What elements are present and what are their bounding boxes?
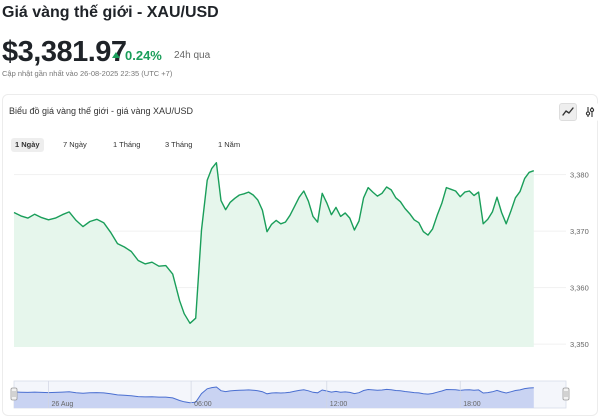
navigator-right-handle[interactable] [562,387,570,401]
chart-title: Biểu đồ giá vàng thế giới - giá vàng XAU… [9,106,194,116]
up-arrow-icon [112,52,120,58]
page-title: Giá vàng thế giới - XAU/USD [2,4,219,21]
y-tick-label: 3,360 [570,284,589,293]
change-percent: 0.24% [125,48,162,63]
navigator-time-label: 06:00 [194,401,212,408]
navigator-time-label: 18:00 [463,401,481,408]
tab-1-day[interactable]: 1 Ngày [11,138,44,152]
chart-settings-button[interactable] [581,103,599,121]
range-navigator[interactable]: 26 Aug 06:00 12:00 18:00 [10,380,570,409]
price-area [14,162,534,347]
y-tick-label: 3,380 [570,171,589,180]
price-change: 0.24% [112,48,162,63]
navigator-left-handle[interactable] [10,387,18,401]
navigator-line [13,386,534,404]
y-tick-label: 3,370 [570,227,589,236]
last-updated: Cập nhật gần nhất vào 26-08-2025 22:35 (… [2,69,173,78]
y-axis: 3,350 3,360 3,370 3,380 [570,171,589,350]
navigator-time-label: 26 Aug [52,401,74,408]
line-chart-icon [562,107,574,116]
y-tick-label: 3,350 [570,340,589,349]
price-line [13,162,535,324]
tab-7-days[interactable]: 7 Ngày [63,140,87,149]
navigator-time-label: 12:00 [330,401,348,408]
tab-1-month[interactable]: 1 Tháng [113,140,141,149]
change-period: 24h qua [174,50,211,61]
tab-1-year[interactable]: 1 Năm [218,140,241,149]
settings-sliders-icon [585,107,595,117]
line-chart-button[interactable] [559,103,577,121]
tab-3-months[interactable]: 3 Tháng [165,140,193,149]
navigator-area [14,387,534,408]
current-price: $3,381.97 [2,36,127,68]
